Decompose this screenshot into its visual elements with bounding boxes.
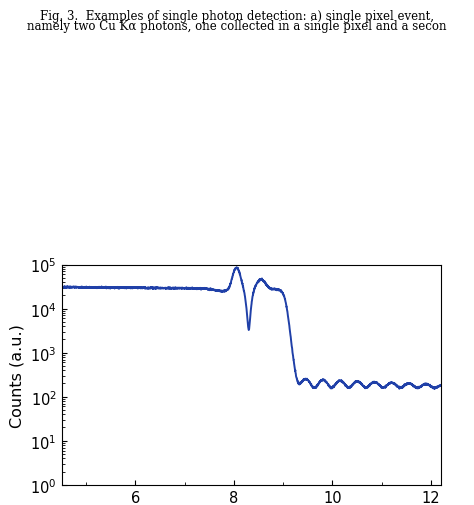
Text: namely two Cu Kα photons, one collected in a single pixel and a secon: namely two Cu Kα photons, one collected … xyxy=(27,20,447,33)
Y-axis label: Counts (a.u.): Counts (a.u.) xyxy=(9,323,25,427)
Text: Fig. 3.  Examples of single photon detection: a) single pixel event,: Fig. 3. Examples of single photon detect… xyxy=(40,10,434,23)
